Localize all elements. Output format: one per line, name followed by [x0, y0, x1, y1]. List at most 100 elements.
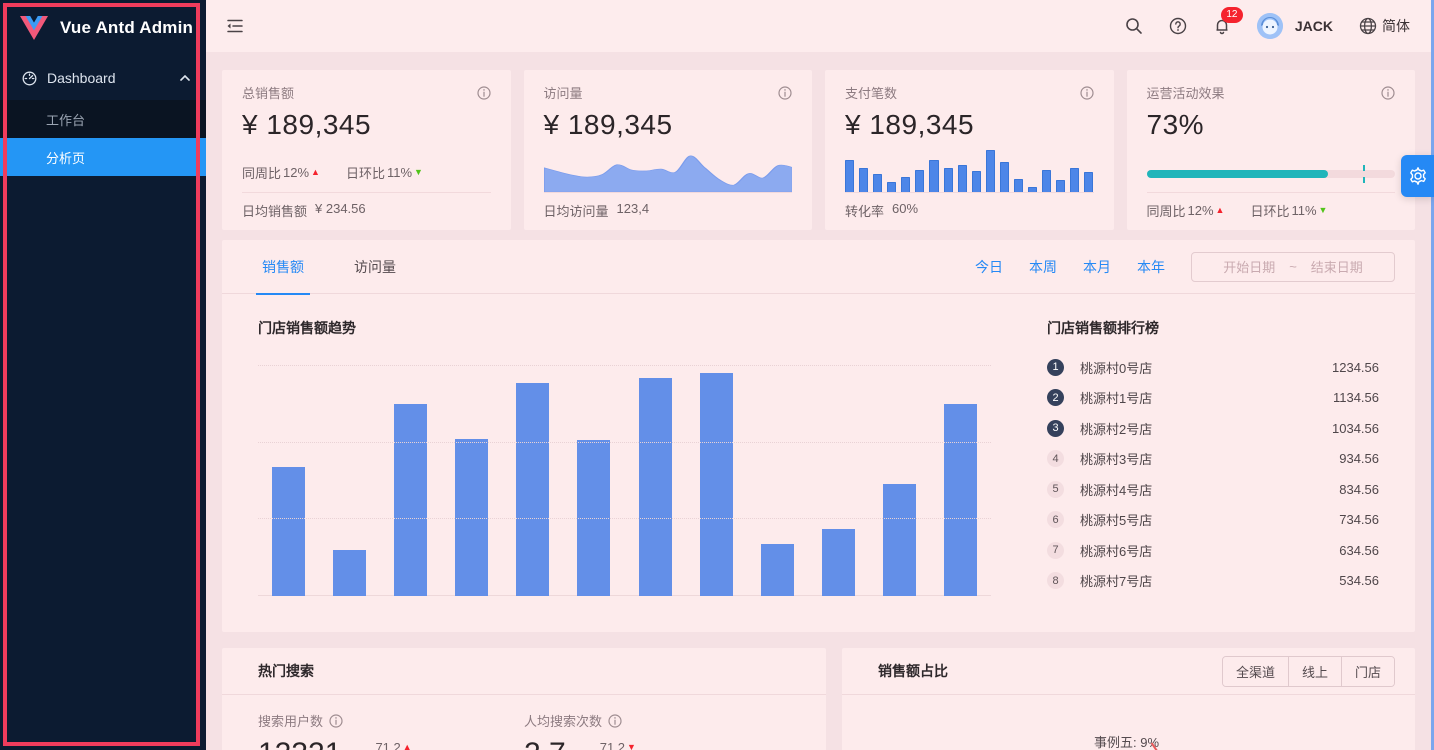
card-value: 73%	[1146, 109, 1205, 140]
link-today[interactable]: 今日	[975, 258, 1003, 275]
notifications-button[interactable]: 12	[1213, 7, 1243, 35]
footer-value: 123,4	[616, 201, 650, 216]
rank-badge: 6	[1047, 511, 1064, 529]
info-icon[interactable]	[608, 713, 622, 728]
sales-panel: 销售额 访问量 今日 本周 本月 本年 开始日期 ~ 结束日期	[222, 240, 1415, 632]
card-payments: 支付笔数 ¥ 189,345 转化率 60%	[825, 70, 1114, 230]
sidebar-item-dashboard[interactable]: Dashboard	[0, 56, 206, 100]
ranking-item: 2 桃源村1号店 1134.56	[1047, 383, 1379, 414]
link-this-month[interactable]: 本月	[1083, 258, 1111, 275]
sidebar-item-label: Dashboard	[47, 70, 116, 86]
footer-value: ¥ 234.56	[315, 201, 366, 216]
bar	[455, 438, 489, 596]
end-date-placeholder: 结束日期	[1310, 260, 1363, 275]
trend-week: 同周比 12% ▲	[1146, 203, 1225, 219]
mini-bar	[859, 167, 869, 192]
pie-slice-label: 事例五: 9%	[1094, 735, 1160, 750]
tab-visits[interactable]: 访问量	[354, 258, 396, 275]
sales-share-card: 销售额占比 全渠道 线上 门店 事例五: 9%	[842, 648, 1415, 750]
card-value: ¥ 189,345	[845, 109, 975, 140]
mini-bar	[957, 164, 967, 192]
bar-chart-title: 门店销售额趋势	[258, 320, 356, 336]
store-value: 634.56	[1339, 542, 1379, 558]
caret-down-icon: ▼	[627, 742, 636, 750]
footer-label: 转化率	[845, 204, 885, 219]
date-range-picker[interactable]: 开始日期 ~ 结束日期	[1191, 251, 1395, 282]
campaign-progress	[1146, 165, 1395, 192]
rank-badge: 5	[1047, 480, 1064, 498]
card-value: ¥ 189,345	[242, 109, 372, 140]
search-icon[interactable]	[1125, 17, 1143, 35]
segment-online[interactable]: 线上	[1287, 656, 1341, 686]
mini-bar	[1028, 186, 1038, 192]
mini-bar	[845, 160, 855, 192]
mini-bar	[999, 162, 1009, 192]
trend-week: 同周比 12% ▲	[242, 165, 320, 181]
page-content: 总销售额 ¥ 189,345 同周比 12% ▲	[206, 52, 1434, 750]
store-value: 834.56	[1339, 481, 1379, 497]
settings-button[interactable]	[1401, 155, 1434, 197]
tab-sales[interactable]: 销售额	[256, 240, 310, 295]
link-this-week[interactable]: 本周	[1029, 258, 1057, 275]
store-ranking-list: 1 桃源村0号店 1234.56 2 桃源村1号店 1134.56 3 桃源村2号店 1034.…	[1047, 352, 1379, 596]
info-icon[interactable]	[778, 85, 792, 100]
info-icon[interactable]	[1079, 85, 1094, 100]
vue-logo-icon	[20, 16, 48, 40]
mini-bar	[873, 173, 883, 192]
caret-up-icon: ▲	[402, 742, 412, 750]
bar	[760, 544, 794, 596]
bar	[699, 373, 733, 596]
rank-badge: 7	[1047, 541, 1064, 559]
segment-stores[interactable]: 门店	[1340, 656, 1394, 686]
bar	[638, 378, 672, 596]
payments-minibar-chart	[845, 148, 1094, 192]
channel-segmented-control: 全渠道 线上 门店	[1221, 655, 1395, 687]
mini-bar	[943, 167, 953, 192]
rank-badge: 8	[1047, 572, 1064, 590]
rank-badge: 2	[1047, 389, 1064, 407]
segment-all-channels[interactable]: 全渠道	[1222, 656, 1288, 686]
sidebar-logo-row[interactable]: Vue Antd Admin	[0, 0, 206, 56]
mini-bar	[1042, 170, 1052, 192]
store-value: 534.56	[1339, 573, 1379, 589]
stat-value: 2.7	[524, 738, 566, 750]
sidebar-item-workbench[interactable]: 工作台	[46, 112, 86, 128]
progress-fill	[1146, 170, 1328, 178]
info-icon[interactable]	[1381, 85, 1395, 100]
bar	[577, 440, 611, 596]
info-icon[interactable]	[476, 85, 491, 100]
store-name: 桃源村2号店	[1080, 421, 1153, 437]
sales-share-title: 销售额占比	[878, 663, 948, 679]
scrollbar[interactable]	[1431, 0, 1434, 750]
start-date-placeholder: 开始日期	[1223, 260, 1276, 275]
stat-search-users: 搜索用户数 12321 71.2 ▲	[258, 711, 524, 750]
language-switcher[interactable]: 简体	[1359, 16, 1410, 36]
panel-tabbar: 销售额 访问量 今日 本周 本月 本年 开始日期 ~ 结束日期	[222, 240, 1415, 295]
menu-fold-icon[interactable]	[226, 17, 244, 35]
bar	[882, 484, 916, 596]
mini-bar	[887, 182, 897, 192]
sidebar-item-analysis[interactable]: 分析页	[0, 138, 206, 176]
store-name: 桃源村0号店	[1080, 360, 1153, 376]
mini-bar	[1056, 179, 1066, 192]
mini-bar	[915, 170, 925, 192]
rank-badge: 1	[1047, 358, 1064, 376]
user-name[interactable]: JACK	[1294, 18, 1333, 34]
caret-up-icon: ▲	[311, 167, 320, 177]
link-this-year[interactable]: 本年	[1137, 258, 1165, 275]
avatar[interactable]	[1256, 13, 1283, 39]
chart-gridline	[258, 441, 991, 443]
stat-label: 人均搜索次数	[524, 714, 603, 729]
info-icon[interactable]	[329, 713, 343, 728]
ranking-item: 1 桃源村0号店 1234.56	[1047, 352, 1379, 383]
chevron-up-icon	[180, 75, 190, 81]
ranking-item: 5 桃源村4号店 834.56	[1047, 474, 1379, 505]
help-icon[interactable]	[1169, 17, 1187, 35]
ranking-item: 6 桃源村5号店 734.56	[1047, 505, 1379, 536]
chart-gridline	[258, 365, 991, 367]
ranking-title: 门店销售额排行榜	[1047, 320, 1159, 336]
bar	[272, 467, 306, 596]
stat-cards-row: 总销售额 ¥ 189,345 同周比 12% ▲	[222, 70, 1415, 230]
caret-down-icon: ▼	[414, 167, 423, 177]
ranking-item: 3 桃源村2号店 1034.56	[1047, 413, 1379, 444]
